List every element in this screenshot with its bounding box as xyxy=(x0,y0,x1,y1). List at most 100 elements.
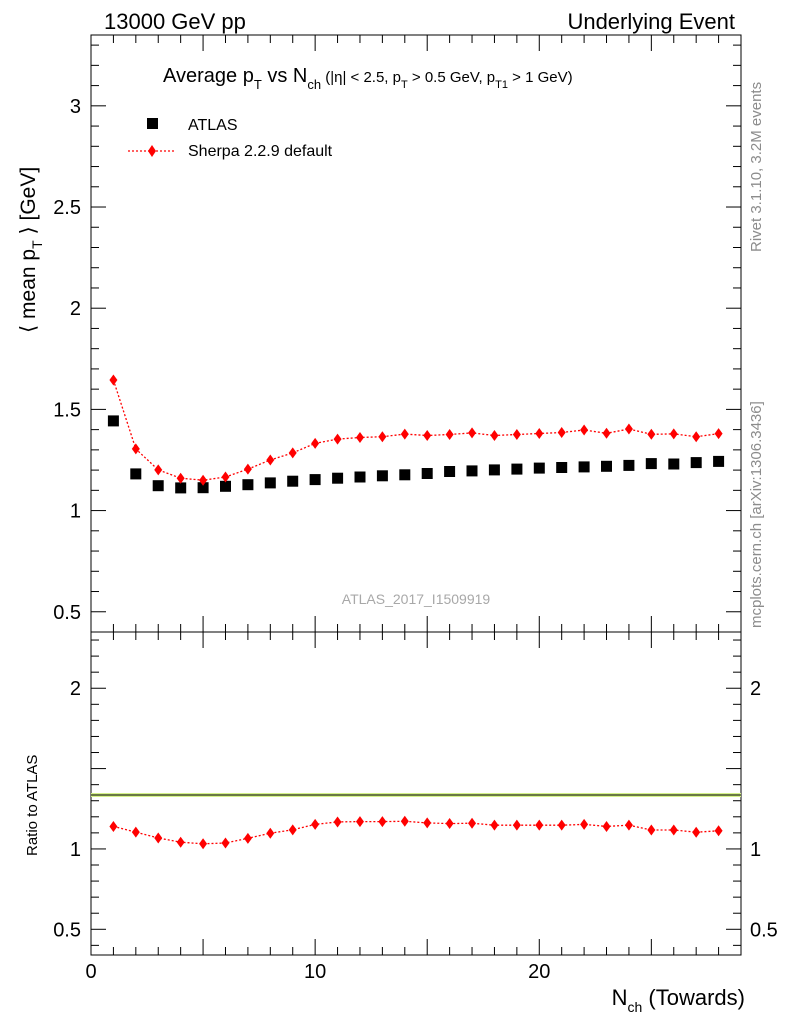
sherpa-ratio-point xyxy=(154,832,163,844)
main-axis-ticks: 0.5 1 1.5 2 2.5 3 xyxy=(53,44,741,633)
x-axis-ticks: 0 10 20 xyxy=(85,35,742,983)
ratio-y-tick-label: 2 xyxy=(70,678,81,700)
sherpa-ratio-point xyxy=(199,838,208,850)
atlas-point xyxy=(264,477,276,489)
sherpa-ratio-point xyxy=(468,817,477,829)
atlas-point xyxy=(421,468,433,479)
sherpa-point xyxy=(669,428,678,440)
x-tick-label: 10 xyxy=(304,961,326,983)
sherpa-ratio-point xyxy=(692,826,701,838)
sherpa-point xyxy=(647,428,656,440)
ratio-y-tick-label: 1 xyxy=(70,839,81,861)
sherpa-point xyxy=(266,454,275,466)
header-left: 13000 GeV pp xyxy=(104,9,246,34)
sherpa-point xyxy=(624,423,633,435)
sherpa-ratio-point xyxy=(445,818,454,830)
sherpa-point xyxy=(714,428,723,440)
sherpa-ratio-point xyxy=(378,816,387,828)
header-right: Underlying Event xyxy=(567,9,735,34)
sherpa-ratio-point xyxy=(557,819,566,831)
sherpa-point xyxy=(333,433,342,445)
ratio-y-tick-label-right: 1 xyxy=(750,839,761,861)
sherpa-point xyxy=(602,427,611,439)
y-tick-label: 1.5 xyxy=(53,399,81,421)
sherpa-point xyxy=(557,426,566,438)
sherpa-point xyxy=(378,431,387,443)
y-axis-label: ⟨ mean pT ⟩ [GeV] xyxy=(17,167,45,333)
sherpa-point xyxy=(199,474,208,486)
sherpa-line xyxy=(112,379,719,481)
x-tick-label: 20 xyxy=(528,961,550,983)
sherpa-point xyxy=(288,447,297,459)
ratio-y-tick-label: 0.5 xyxy=(53,919,81,941)
atlas-point xyxy=(444,466,456,477)
atlas-point xyxy=(601,460,612,472)
sherpa-ratio-point xyxy=(714,825,723,837)
sherpa-ratio-point xyxy=(400,815,409,827)
x-axis-label: Nch (Towards) xyxy=(612,985,745,1015)
sherpa-ratio-point xyxy=(266,827,275,839)
plot-title: Average pT vs Nch (|η| < 2.5, pT > 0.5 G… xyxy=(163,65,573,92)
atlas-point xyxy=(309,474,321,486)
sherpa-point xyxy=(445,428,454,440)
sherpa-ratio-point xyxy=(243,832,252,844)
sherpa-ratio-point xyxy=(602,820,611,832)
sherpa-ratio-point xyxy=(647,824,656,836)
analysis-watermark: ATLAS_2017_I1509919 xyxy=(342,591,491,607)
ratio-y-tick-label-right: 2 xyxy=(750,678,761,700)
sherpa-point xyxy=(154,464,163,476)
legend-sherpa-marker xyxy=(148,145,156,157)
mcplots-label: mcplots.cern.ch [arXiv:1306.3436] xyxy=(748,401,765,628)
atlas-point xyxy=(713,455,725,467)
atlas-point xyxy=(130,468,142,480)
ratio-y-axis-label: Ratio to ATLAS xyxy=(24,755,41,856)
sherpa-point xyxy=(580,424,589,436)
sherpa-point xyxy=(311,437,320,449)
atlas-point xyxy=(668,458,680,470)
atlas-point xyxy=(354,471,366,483)
atlas-point xyxy=(376,470,388,482)
sherpa-ratio-point xyxy=(580,818,589,830)
atlas-point xyxy=(645,458,657,470)
sherpa-point xyxy=(535,427,544,439)
sherpa-point xyxy=(400,428,409,440)
atlas-point xyxy=(511,463,523,475)
atlas-point xyxy=(107,415,119,427)
atlas-point xyxy=(287,475,299,487)
y-tick-label: 2.5 xyxy=(53,197,81,219)
sherpa-point xyxy=(423,429,432,441)
sherpa-ratio-point xyxy=(535,819,544,831)
atlas-point xyxy=(488,464,500,476)
sherpa-ratio-point xyxy=(423,817,432,829)
sherpa-ratio-point xyxy=(109,820,118,832)
data-series xyxy=(107,374,725,850)
sherpa-point xyxy=(176,472,185,484)
rivet-version-label: Rivet 3.1.10, 3.2M events xyxy=(748,82,765,252)
ratio-y-tick-label-right: 0.5 xyxy=(750,919,778,941)
y-tick-label: 2 xyxy=(70,298,81,320)
legend: ATLAS Sherpa 2.2.9 default xyxy=(128,117,333,160)
sherpa-point xyxy=(221,471,230,483)
atlas-point xyxy=(399,469,411,481)
sherpa-ratio-point xyxy=(624,819,633,831)
sherpa-ratio-point xyxy=(669,824,678,836)
y-tick-label: 0.5 xyxy=(53,602,81,624)
atlas-point xyxy=(578,461,590,473)
sherpa-ratio-point xyxy=(288,824,297,836)
sherpa-ratio-line xyxy=(113,820,719,845)
atlas-point xyxy=(533,462,545,474)
sherpa-ratio-point xyxy=(490,819,499,831)
y-tick-label: 3 xyxy=(70,96,81,118)
atlas-point xyxy=(690,457,702,469)
atlas-point xyxy=(623,459,635,471)
sherpa-point xyxy=(355,432,364,444)
sherpa-ratio-point xyxy=(221,837,230,849)
sherpa-ratio-point xyxy=(355,816,364,828)
sherpa-point xyxy=(109,374,118,386)
sherpa-ratio-point xyxy=(333,816,342,828)
atlas-point xyxy=(197,482,209,494)
sherpa-ratio-point xyxy=(176,836,185,848)
legend-sherpa-label: Sherpa 2.2.9 default xyxy=(188,143,333,160)
atlas-point xyxy=(152,480,164,492)
